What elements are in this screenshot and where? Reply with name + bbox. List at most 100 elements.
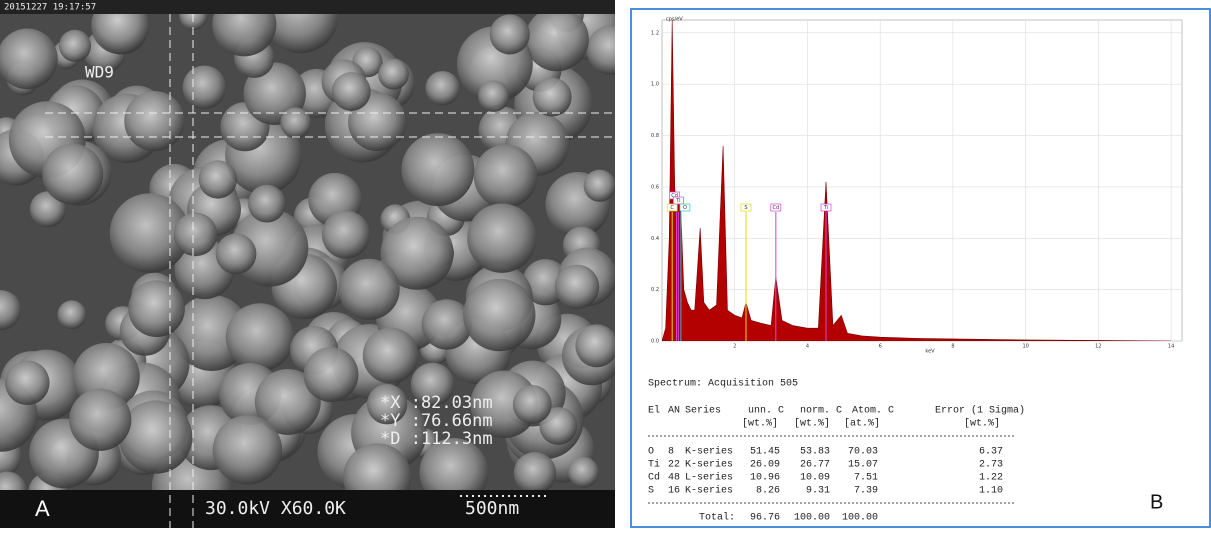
particle — [216, 233, 257, 274]
panel-label: B — [1150, 491, 1163, 513]
table-cell: 10.09 — [800, 473, 830, 484]
table-cell: Cd — [648, 472, 660, 484]
sem-footer: 30.0kV X60.0K — [205, 498, 346, 519]
particle — [555, 265, 599, 309]
x-tick-label: 10 — [1022, 344, 1028, 350]
element-label: Ti — [675, 198, 680, 204]
table-total: 96.76 — [750, 513, 780, 524]
sem-image: 20151227 19:17:57 WD9 *X :82.03nm *Y :76… — [0, 0, 636, 528]
table-header: Error (1 Sigma) — [935, 405, 1025, 417]
table-header: Atom. C — [852, 406, 894, 417]
particle — [378, 59, 409, 90]
particle — [322, 211, 370, 259]
table-total: 100.00 — [794, 513, 830, 524]
table-cell: 9.31 — [806, 486, 830, 497]
x-tick-label: 2 — [733, 344, 736, 350]
element-label: Cd — [772, 205, 779, 211]
table-cell: 48 — [668, 473, 680, 484]
table-header: AN — [668, 406, 680, 417]
particle — [467, 203, 536, 272]
table-title: Spectrum: Acquisition 505 — [648, 378, 798, 390]
particle — [514, 452, 556, 494]
x-tick-label: 12 — [1095, 344, 1101, 350]
table-total: Total: — [699, 512, 735, 524]
table-cell: 10.96 — [750, 473, 780, 484]
particle — [463, 279, 535, 351]
table-cell: 51.45 — [750, 447, 780, 458]
table-unit: [wt.%] — [742, 418, 778, 430]
x-tick-label: 6 — [879, 344, 882, 350]
y-tick-label: 1.0 — [651, 82, 659, 88]
particle — [401, 133, 474, 206]
particle — [533, 78, 572, 117]
sem-scale-bar-label: 500nm — [465, 498, 519, 519]
particle — [213, 415, 282, 484]
particle — [69, 389, 131, 451]
particle — [174, 213, 218, 257]
y-tick-label: 1.2 — [651, 30, 659, 36]
table-cell: 8 — [668, 447, 674, 458]
table-cell: 7.39 — [854, 486, 878, 497]
particle — [183, 65, 226, 108]
sem-measurement: *X :82.03nm — [380, 393, 493, 413]
particle — [280, 107, 311, 138]
particle — [575, 324, 618, 367]
sem-wd: WD9 — [85, 63, 114, 82]
table-cell: 26.77 — [800, 460, 830, 471]
table-cell: K-series — [685, 459, 733, 471]
sem-measurement: *Y :76.66nm — [380, 411, 493, 431]
particle — [490, 14, 530, 54]
table-unit: [wt.%] — [794, 418, 830, 430]
table-cell: 2.73 — [979, 460, 1003, 471]
panel-label: A — [35, 496, 50, 521]
table-cell: 1.10 — [979, 486, 1003, 497]
x-tick-label: 4 — [806, 344, 809, 350]
x-tick-label: 8 — [951, 344, 954, 350]
y-tick-label: 0.6 — [651, 184, 659, 190]
particle — [332, 72, 371, 111]
y-tick-label: 0.4 — [651, 236, 659, 242]
table-total: 100.00 — [842, 513, 878, 524]
y-tick-label: 0.2 — [651, 287, 659, 293]
table-unit: [at.%] — [844, 418, 880, 430]
particle — [584, 170, 616, 202]
table-header: unn. C — [748, 406, 784, 417]
table-cell: 1.22 — [979, 473, 1003, 484]
element-label: S — [744, 205, 747, 211]
x-tick-label: 14 — [1168, 344, 1174, 350]
table-cell: L-series — [685, 472, 733, 484]
table-cell: K-series — [685, 446, 733, 458]
particle — [339, 259, 400, 320]
particle — [199, 160, 237, 198]
particle — [425, 71, 460, 106]
particle — [304, 347, 359, 402]
table-cell: 22 — [668, 460, 680, 471]
table-cell: 26.09 — [750, 460, 780, 471]
particle — [248, 185, 286, 223]
y-tick-label: 0.0 — [651, 339, 659, 345]
particle — [226, 303, 294, 371]
table-header: Series — [685, 405, 721, 417]
table-cell: 16 — [668, 486, 680, 497]
table-cell: Ti — [648, 459, 660, 471]
element-label: C — [670, 205, 674, 211]
particle — [474, 144, 538, 208]
particle — [513, 385, 552, 424]
x-axis-label: keV — [925, 349, 935, 355]
table-cell: S — [648, 486, 654, 497]
table-cell: 7.51 — [854, 473, 878, 484]
plot-area — [662, 20, 1182, 341]
particle — [568, 457, 599, 488]
element-label: Ti — [823, 205, 828, 211]
table-cell: 6.37 — [979, 447, 1003, 458]
y-tick-label: 0.8 — [651, 133, 659, 139]
element-label: O — [683, 205, 687, 211]
particle — [5, 360, 50, 405]
particle — [586, 25, 635, 74]
particle — [363, 328, 419, 384]
particle — [59, 30, 91, 62]
particle — [42, 144, 103, 205]
particle — [57, 300, 86, 329]
particle — [478, 80, 509, 111]
